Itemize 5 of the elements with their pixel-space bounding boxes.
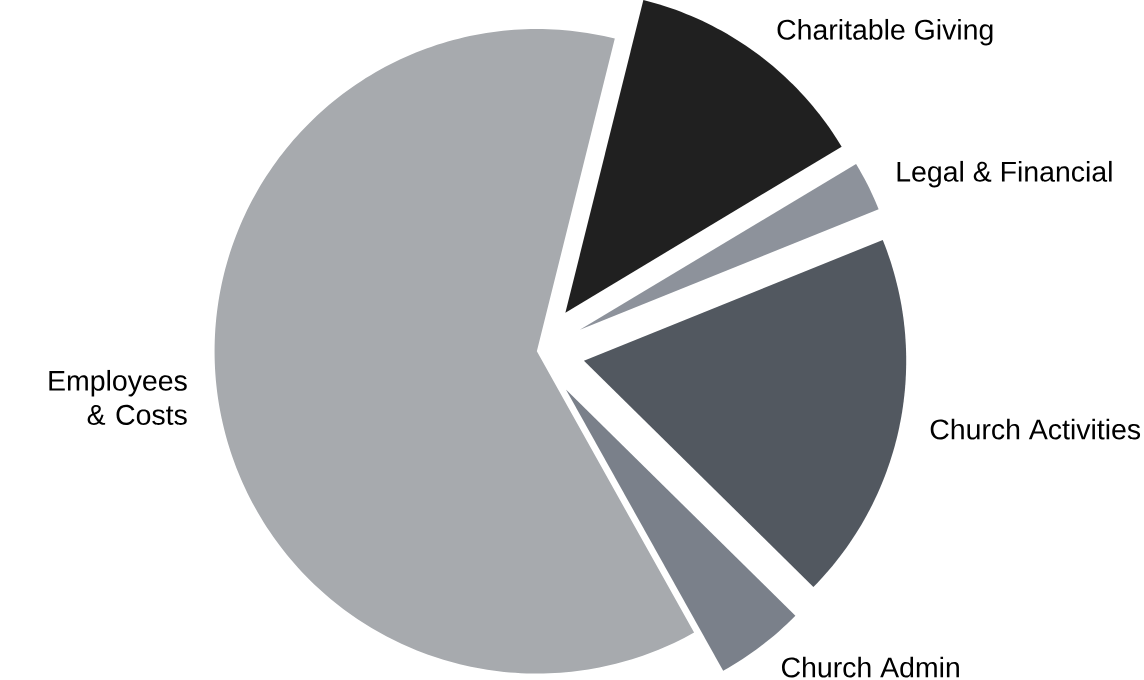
slice-label: Legal & Financial — [897, 160, 1112, 188]
slice-label: Employees & Costs — [49, 369, 187, 425]
slice-label: Church Activities — [930, 418, 1141, 440]
slice-label: Charitable Giving — [777, 18, 993, 46]
slice-label: Church Admin — [781, 656, 959, 678]
